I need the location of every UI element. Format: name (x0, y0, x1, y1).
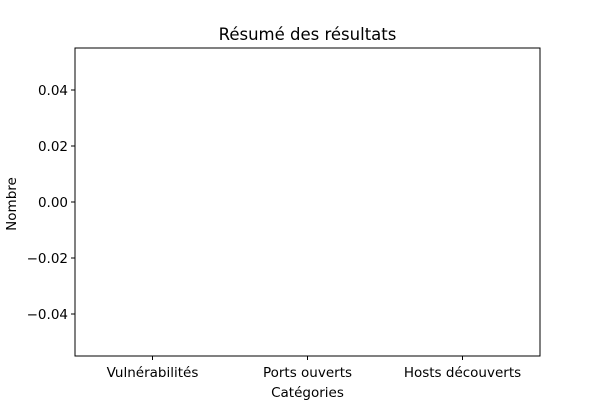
y-tick-label: 0.04 (38, 83, 68, 99)
y-tick-label: 0.02 (38, 139, 68, 155)
x-tick-label: Vulnérabilités (107, 365, 199, 381)
x-axis-label: Catégories (271, 385, 344, 400)
y-tick-label: −0.04 (27, 307, 68, 323)
x-tick-label: Hosts découverts (404, 365, 521, 381)
y-axis: −0.04 −0.02 0.00 0.02 0.04 (27, 83, 75, 323)
plot-frame (74, 47, 541, 357)
y-tick-label: 0.00 (38, 195, 68, 211)
y-axis-label: Nombre (4, 177, 20, 231)
x-tick-label: Ports ouverts (263, 365, 352, 381)
x-axis: Vulnérabilités Ports ouverts Hosts découve… (107, 356, 521, 381)
chart-title: Résumé des résultats (219, 25, 397, 44)
y-tick-label: −0.02 (27, 251, 68, 267)
